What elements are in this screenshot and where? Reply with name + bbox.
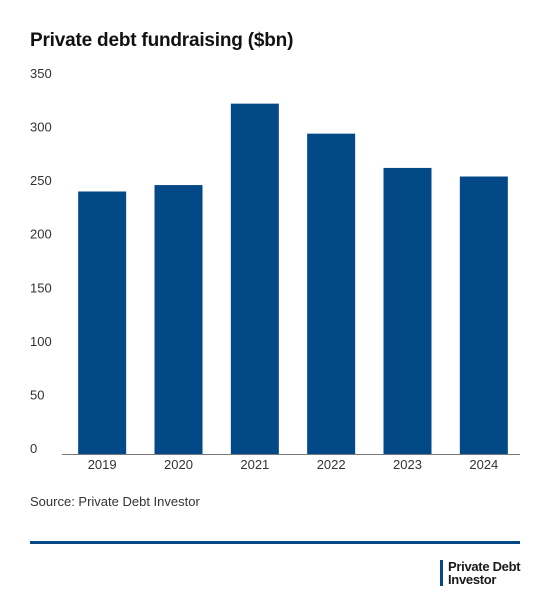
bar-2024 — [459, 176, 508, 454]
bars — [78, 103, 508, 455]
y-tick-label: 300 — [30, 120, 52, 135]
y-tick-label: 350 — [30, 66, 52, 81]
logo-text: Private Debt Investor — [448, 559, 521, 587]
x-tick-label: 2021 — [240, 457, 269, 472]
x-tick-label: 2024 — [469, 457, 498, 472]
x-tick-label: 2019 — [88, 457, 117, 472]
y-tick-label: 0 — [30, 441, 37, 456]
bar-2023 — [383, 167, 432, 454]
y-tick-label: 250 — [30, 173, 52, 188]
x-axis-ticks: 2019 2020 2021 2022 2023 2024 — [88, 457, 499, 472]
bar-2020 — [154, 185, 203, 455]
bar-2021 — [230, 103, 279, 455]
y-tick-label: 50 — [30, 387, 44, 402]
bar-2019 — [78, 191, 127, 454]
source-note: Source: Private Debt Investor — [30, 494, 200, 509]
logo-line-1: Private Debt — [448, 559, 521, 574]
logo-line-2: Investor — [448, 572, 497, 587]
y-tick-label: 100 — [30, 334, 52, 349]
y-tick-label: 150 — [30, 280, 52, 295]
bar-2022 — [307, 133, 356, 454]
chart-title: Private debt fundraising ($bn) — [30, 30, 294, 51]
private-debt-investor-logo: Private Debt Investor — [440, 559, 521, 587]
footer-rule — [30, 541, 520, 544]
x-tick-label: 2022 — [317, 457, 346, 472]
y-tick-label: 200 — [30, 227, 52, 242]
x-tick-label: 2023 — [393, 457, 422, 472]
logo-accent-bar — [440, 560, 443, 586]
y-axis-ticks: 0 50 100 150 200 250 300 350 — [30, 66, 52, 456]
x-tick-label: 2020 — [164, 457, 193, 472]
